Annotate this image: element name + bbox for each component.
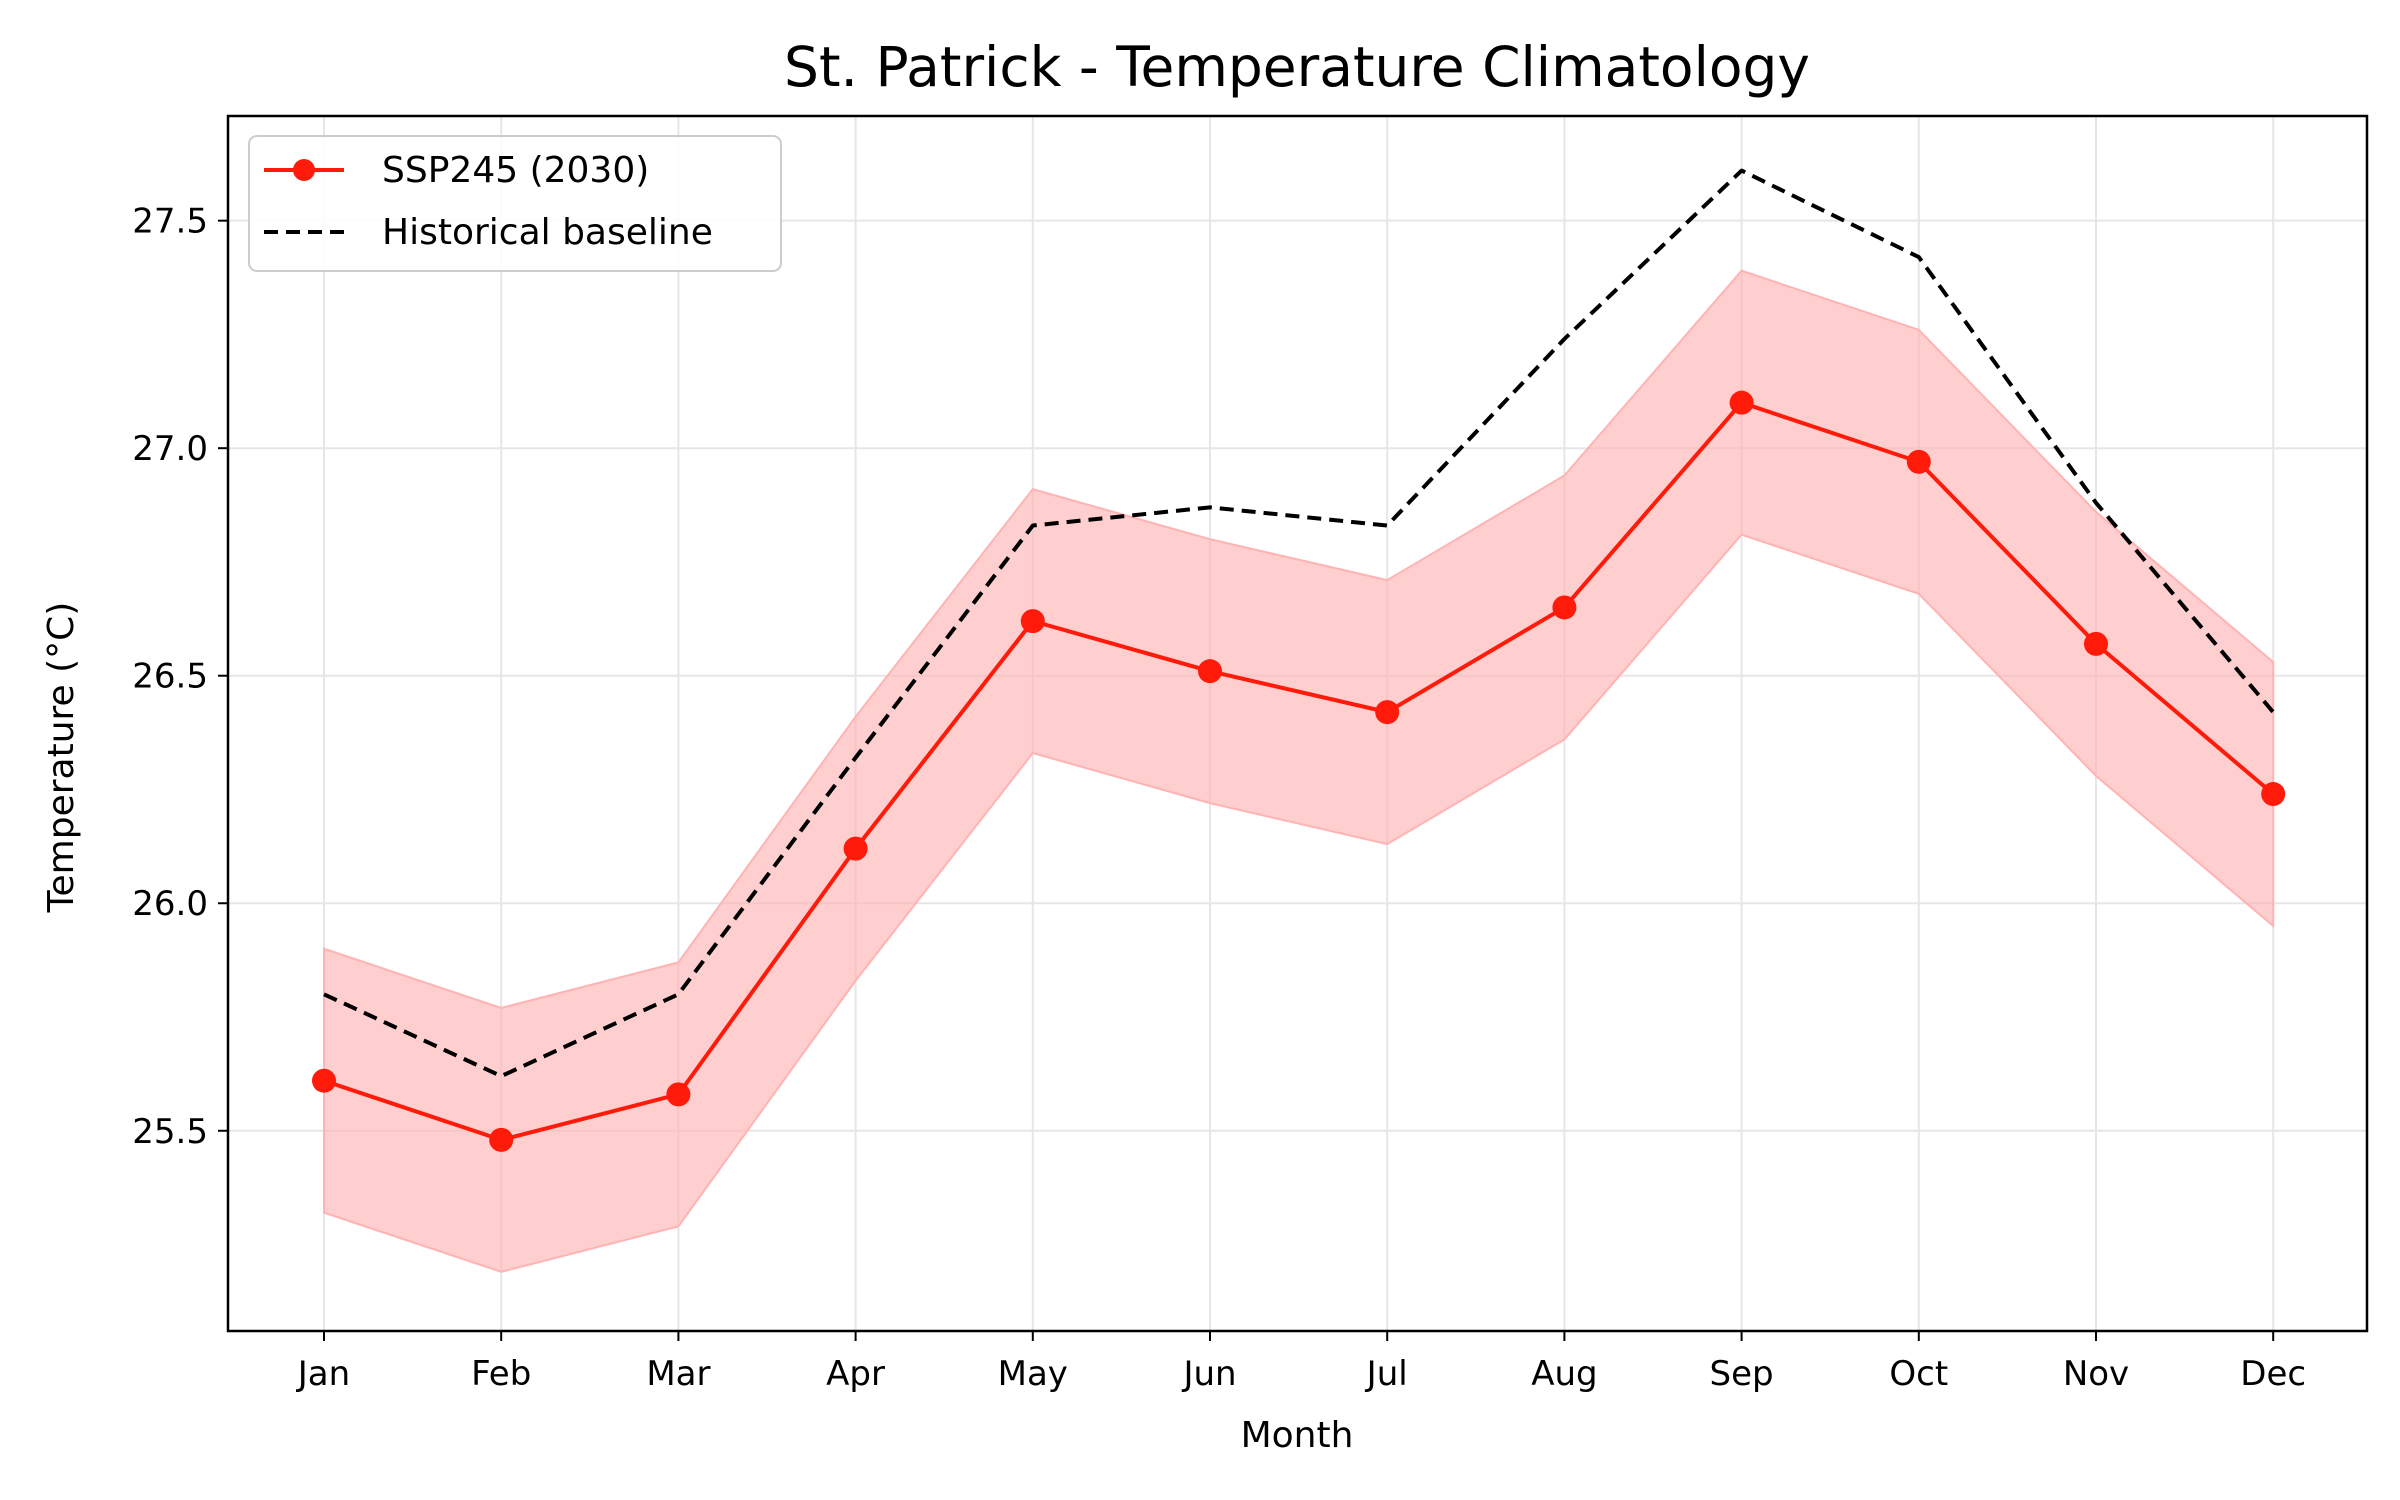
ssp245-data-point [2084, 631, 2108, 656]
x-tick-label: Mar [646, 1354, 710, 1394]
legend-historical-label: Historical baseline [382, 212, 713, 253]
ssp245-data-point [1729, 390, 1754, 415]
ssp245-data-point [1020, 609, 1045, 634]
x-tick-label: Nov [2063, 1354, 2129, 1394]
plot-area-frame [226, 114, 2369, 1333]
x-axis-ticks: Jan Feb Mar Apr May Jun Jul Aug Sep Oct Nov Dec [296, 1331, 2306, 1394]
x-tick-label: Jun [1181, 1354, 1236, 1394]
series-lines-layer [323, 168, 2275, 1142]
uncertainty-band-layer [323, 269, 2275, 1273]
x-tick-label: Feb [471, 1354, 531, 1394]
ssp245-data-point [1906, 449, 1931, 474]
x-tick-label: Jul [1365, 1354, 1408, 1394]
ssp245-data-point [843, 836, 868, 861]
legend: SSP245 (2030) Historical baseline [248, 135, 782, 272]
ssp245-data-point [1552, 595, 1577, 620]
x-tick-label: Jan [296, 1354, 350, 1394]
legend-ssp245-label: SSP245 (2030) [382, 150, 649, 191]
ssp245-data-point [2261, 782, 2286, 807]
ssp245-data-point [1198, 659, 1222, 684]
x-tick-label: May [998, 1354, 1068, 1394]
x-tick-label: Oct [1889, 1354, 1948, 1394]
y-axis-ticks: 25.5 26.0 26.5 27.0 27.5 [132, 202, 228, 1152]
legend-ssp245-marker [293, 159, 315, 181]
x-tick-label: Dec [2240, 1354, 2306, 1394]
y-tick-label: 26.0 [132, 884, 208, 924]
ssp245-data-point [666, 1082, 691, 1107]
x-tick-label: Sep [1710, 1354, 1774, 1394]
ssp245-line [323, 400, 2275, 1142]
x-tick-label: Apr [826, 1354, 885, 1394]
x-tick-label: Aug [1531, 1354, 1597, 1394]
legend-box [248, 135, 782, 272]
historical-baseline-line [323, 168, 2275, 1079]
y-tick-label: 27.0 [132, 429, 208, 469]
series-markers-layer [312, 390, 2286, 1152]
y-axis-label: Temperature (°C) [41, 602, 82, 914]
ssp245-data-point [1375, 700, 1400, 725]
chart-title: St. Patrick - Temperature Climatology [784, 35, 1810, 99]
y-tick-label: 25.5 [132, 1112, 208, 1152]
y-tick-label: 27.5 [132, 202, 208, 242]
ssp245-uncertainty-band [323, 269, 2275, 1273]
x-axis-label: Month [1241, 1415, 1354, 1456]
y-tick-label: 26.5 [132, 657, 208, 697]
ssp245-data-point [312, 1068, 336, 1093]
ssp245-data-point [489, 1127, 514, 1152]
